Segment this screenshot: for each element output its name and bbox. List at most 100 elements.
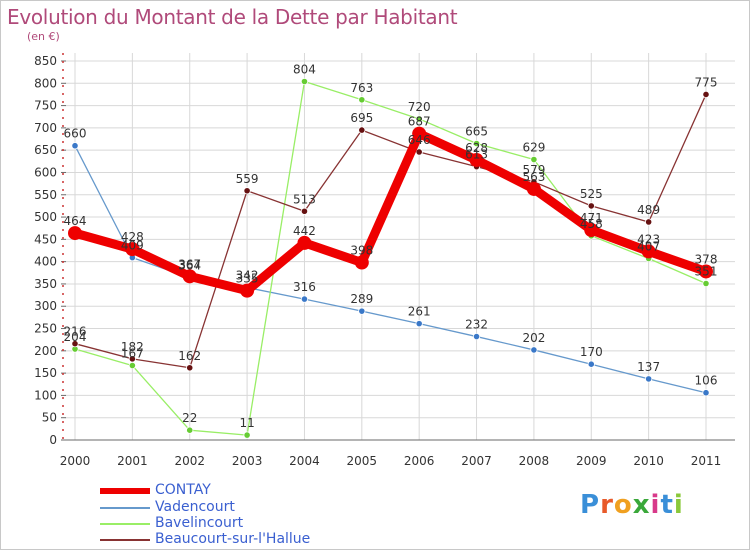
- data-label: 687: [408, 115, 431, 129]
- data-point: [584, 222, 599, 237]
- data-point: [641, 244, 656, 259]
- x-tick-label: 2001: [117, 454, 148, 468]
- legend-swatch-vadencourt: [100, 507, 150, 509]
- data-label: 167: [121, 347, 144, 361]
- data-point: [354, 255, 369, 270]
- data-point: [68, 226, 82, 241]
- data-point: [358, 126, 366, 134]
- data-label: 170: [580, 345, 603, 359]
- data-point: [699, 264, 713, 279]
- data-label: 775: [695, 75, 718, 89]
- y-tick-label: 750: [34, 99, 57, 113]
- proxiti-logo: Proxiti: [580, 490, 684, 520]
- data-point: [300, 77, 309, 86]
- data-label: 364: [178, 259, 201, 273]
- data-point: [240, 283, 255, 298]
- data-label: 11: [239, 416, 254, 430]
- data-point: [530, 155, 538, 164]
- data-point: [128, 361, 136, 370]
- data-point: [71, 340, 79, 348]
- legend-label: CONTAY: [155, 482, 211, 498]
- x-tick-label: 2002: [174, 454, 205, 468]
- y-tick-label: 100: [34, 388, 57, 402]
- data-point: [472, 332, 481, 341]
- data-label: 351: [695, 264, 718, 278]
- legend-label: Vadencourt: [155, 499, 235, 515]
- y-tick-label: 50: [42, 411, 57, 425]
- x-tick-label: 2005: [347, 454, 378, 468]
- chart-unit: (en €): [27, 30, 60, 43]
- y-tick-label: 600: [34, 165, 57, 179]
- legend-label: Bavelincourt: [155, 515, 244, 531]
- legend-swatch-beaucourt: [100, 539, 150, 541]
- data-label: 665: [465, 124, 488, 138]
- data-point: [587, 202, 595, 210]
- data-label: 342: [236, 269, 259, 283]
- data-point: [415, 148, 423, 156]
- x-tick-label: 2009: [576, 454, 607, 468]
- y-tick-label: 0: [49, 433, 57, 447]
- data-label: 428: [121, 230, 144, 244]
- series-line-bavelincourt: [74, 80, 707, 436]
- data-label: 367: [178, 257, 201, 271]
- legend-item: CONTAY: [100, 482, 360, 499]
- data-point: [243, 431, 251, 439]
- x-tick-label: 2007: [461, 454, 492, 468]
- data-point: [125, 242, 140, 257]
- data-label: 579: [522, 163, 545, 177]
- data-label: 409: [121, 239, 144, 253]
- chart-title: Evolution du Montant de la Dette par Hab…: [7, 5, 458, 29]
- data-label: 232: [465, 318, 488, 332]
- data-label: 695: [350, 111, 373, 125]
- y-tick-label: 700: [34, 121, 57, 135]
- data-label: 629: [522, 141, 545, 155]
- data-label: 162: [178, 349, 201, 363]
- data-label: 442: [293, 224, 316, 238]
- data-label: 513: [293, 192, 316, 206]
- data-point: [358, 307, 366, 315]
- x-tick-label: 2004: [289, 454, 320, 468]
- data-point: [182, 269, 197, 284]
- data-point: [300, 207, 309, 215]
- x-tick-label: 2006: [404, 454, 435, 468]
- data-label: 613: [465, 148, 488, 162]
- data-point: [702, 90, 710, 99]
- data-label: 660: [64, 127, 87, 141]
- x-tick-label: 2003: [232, 454, 263, 468]
- data-point: [415, 115, 423, 123]
- data-label: 464: [64, 214, 87, 228]
- data-point: [587, 360, 595, 368]
- data-label: 563: [522, 170, 545, 184]
- data-point: [243, 187, 251, 195]
- data-label: 471: [580, 211, 603, 225]
- y-tick-label: 250: [34, 322, 57, 336]
- y-tick-label: 450: [34, 232, 57, 246]
- data-label: 137: [637, 360, 660, 374]
- data-point: [412, 126, 427, 141]
- data-label: 720: [408, 100, 431, 114]
- y-tick-label: 300: [34, 299, 57, 313]
- data-label: 289: [350, 292, 373, 306]
- y-tick-label: 850: [34, 54, 57, 68]
- y-tick-label: 650: [34, 143, 57, 157]
- data-point: [526, 181, 541, 196]
- data-label: 106: [695, 374, 718, 388]
- y-tick-label: 400: [34, 255, 57, 269]
- data-label: 407: [637, 240, 660, 254]
- data-point: [469, 152, 484, 167]
- y-tick-label: 350: [34, 277, 57, 291]
- data-point: [71, 142, 79, 150]
- data-label: 525: [580, 187, 603, 201]
- data-label: 182: [121, 340, 144, 354]
- data-label: 398: [350, 244, 373, 258]
- legend-swatch-bavelincourt: [100, 523, 150, 525]
- data-point: [702, 279, 710, 288]
- data-label: 804: [293, 63, 316, 77]
- data-label: 316: [293, 280, 316, 294]
- data-point: [645, 218, 653, 226]
- data-label: 216: [64, 325, 87, 339]
- data-point: [300, 295, 309, 303]
- x-tick-label: 2008: [519, 454, 550, 468]
